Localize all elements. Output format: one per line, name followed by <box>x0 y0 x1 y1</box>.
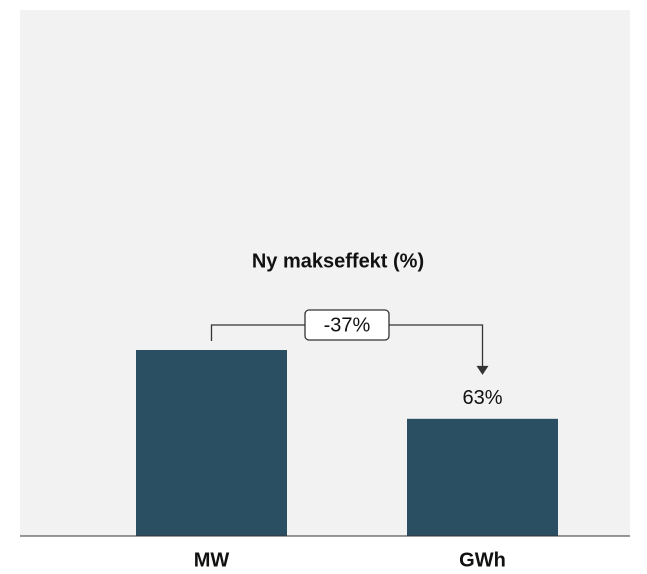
x-tick-label: GWh <box>459 549 506 571</box>
annotation-label: -37% <box>324 314 371 336</box>
x-tick-label: MW <box>194 549 230 571</box>
data-label: 63% <box>462 387 502 409</box>
annotation-box <box>304 309 390 341</box>
bar <box>407 418 558 536</box>
chart-title: Ny makseffekt (%) <box>252 250 424 272</box>
bar <box>136 350 287 536</box>
annotation-arrowhead <box>476 365 489 375</box>
